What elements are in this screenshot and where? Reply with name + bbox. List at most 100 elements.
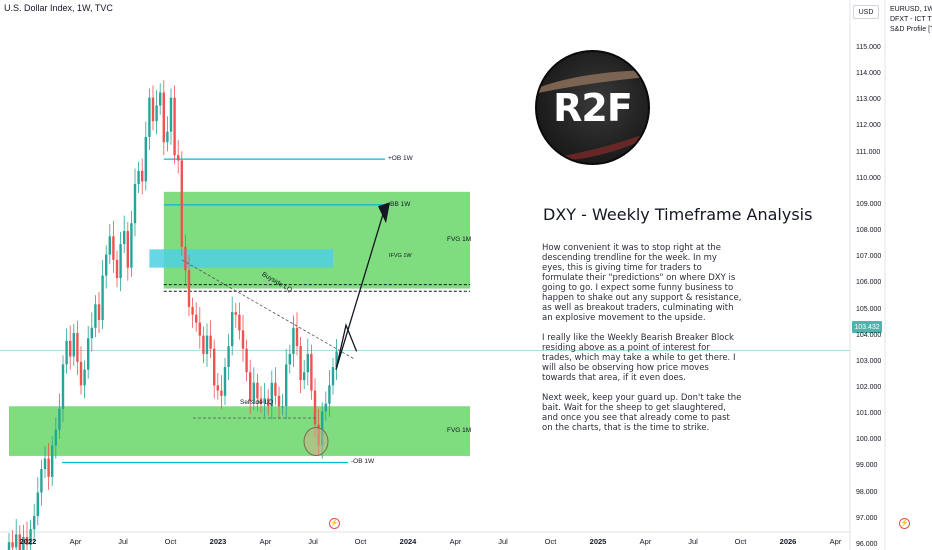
side-panel: EURUSD, 1W, DFXT - ICT TRU S&D Profile […: [890, 5, 932, 35]
candle-body: [209, 335, 212, 349]
candle-body: [29, 529, 32, 545]
y-tick-label: 98.000: [856, 488, 878, 496]
candle-body: [101, 275, 104, 320]
candle-body: [299, 346, 302, 381]
candle-body: [191, 306, 194, 315]
candle-body: [306, 353, 309, 373]
zone-label: IFVG 1W: [389, 253, 412, 260]
chart-title: U.S. Dollar Index, 1W, TVC: [4, 3, 113, 13]
y-tick-label: 104.000: [856, 331, 882, 339]
y-tick-label: 99.000: [856, 462, 878, 470]
candle-body: [184, 246, 187, 271]
candle-body: [180, 160, 183, 247]
candle-body: [310, 353, 313, 391]
x-tick-label: Apr: [259, 537, 272, 546]
sellside-lq-label: Sellside LQ: [240, 399, 274, 406]
projection-path: [335, 207, 386, 370]
last-price-tag: 103.432: [852, 321, 882, 333]
candle-body: [267, 398, 270, 407]
candle-body: [331, 367, 335, 386]
candle-body: [166, 131, 169, 143]
candle-body: [36, 492, 39, 517]
candle-body: [22, 537, 25, 550]
x-tick-label: 2024: [399, 537, 417, 546]
x-tick-label: Jul: [308, 537, 318, 546]
candle-body: [105, 254, 108, 276]
x-tick-label: Jul: [688, 537, 698, 546]
analysis-paragraph: Next week, keep your guard up. Don't tak…: [542, 393, 742, 433]
candle-body: [11, 542, 14, 548]
y-tick-label: 102.000: [856, 383, 882, 391]
tradingview-logo-icon[interactable]: ⚡: [899, 518, 910, 529]
y-tick-label: 110.000: [856, 174, 881, 182]
descending-trendline: [181, 259, 355, 360]
y-tick-label: 106.000: [856, 279, 882, 287]
zone-box: [149, 249, 333, 268]
candle-body: [47, 458, 50, 477]
candle-body: [216, 385, 219, 391]
candle-body: [69, 340, 72, 357]
y-tick-label: 108.000: [856, 227, 882, 235]
currency-selector[interactable]: USD: [853, 5, 879, 19]
x-tick-label: Oct: [354, 537, 367, 546]
candle-body: [227, 346, 230, 368]
analysis-body: How convenient it was to stop right at t…: [542, 243, 742, 443]
candle-body: [213, 348, 216, 386]
x-tick-label: Apr: [639, 537, 652, 546]
analysis-paragraph: How convenient it was to stop right at t…: [542, 243, 742, 323]
candle-body: [263, 398, 266, 404]
candle-body: [313, 390, 317, 425]
candle-body: [108, 236, 111, 255]
candle-body: [270, 382, 273, 407]
candle-body: [130, 223, 133, 268]
candle-body: [148, 97, 151, 137]
candle-body: [173, 97, 176, 156]
candle-body: [241, 330, 245, 349]
candle-body: [159, 92, 162, 106]
y-tick-label: 115.000: [856, 44, 881, 51]
x-tick-label: 2025: [589, 537, 607, 546]
candle-body: [119, 244, 122, 279]
candle-body: [256, 382, 259, 399]
candle-body: [94, 304, 97, 328]
candle-body: [141, 170, 144, 182]
y-tick-label: 96.000: [856, 540, 878, 548]
candle-body: [72, 333, 75, 357]
candle-body: [97, 304, 101, 320]
tradingview-logo-icon[interactable]: ⚡: [329, 518, 340, 529]
candle-body: [115, 259, 119, 279]
y-tick-label: 112.000: [856, 122, 881, 130]
candle-body: [87, 338, 90, 370]
x-tick-label: Oct: [734, 537, 747, 546]
candle-body: [281, 406, 284, 408]
x-tick-label: Oct: [164, 537, 177, 546]
candle-body: [231, 312, 234, 347]
candle-body: [245, 348, 248, 373]
x-tick-label: 2023: [209, 537, 227, 546]
x-tick-label: Apr: [69, 537, 82, 546]
y-tick-label: 114.000: [856, 70, 881, 78]
zone-box: [9, 406, 470, 456]
candle-body: [303, 372, 306, 381]
y-tick-label: 103.000: [856, 357, 882, 365]
zone-label: FVG 1M: [447, 236, 472, 244]
x-tick-label: Oct: [544, 537, 557, 546]
candle-body: [274, 382, 277, 396]
candle-body: [238, 314, 241, 331]
candle-body: [151, 97, 155, 122]
y-tick-label: 111.000: [856, 148, 881, 156]
candle-body: [292, 327, 295, 354]
y-tick-label: 97.000: [856, 514, 878, 522]
candle-body: [33, 516, 36, 530]
x-tick-label: Apr: [829, 537, 842, 546]
candle-body: [15, 534, 18, 548]
side-panel-line: EURUSD, 1W,: [890, 6, 932, 13]
candle-body: [79, 361, 83, 386]
candle-body: [58, 408, 61, 430]
candle-body: [187, 270, 191, 307]
candle-body: [285, 364, 288, 407]
candle-body: [126, 231, 129, 268]
sweep-circle: [303, 427, 329, 457]
candle-body: [321, 411, 324, 446]
